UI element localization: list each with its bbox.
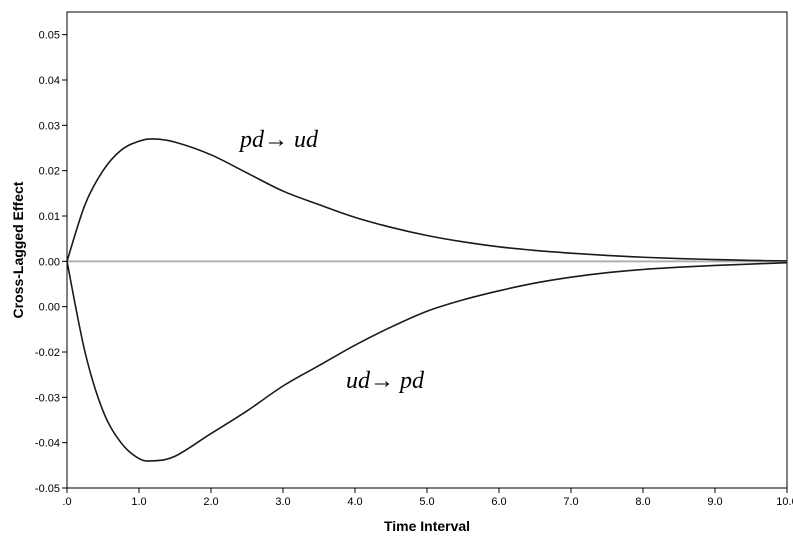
- x-tick-label: 3.0: [275, 496, 290, 508]
- x-tick-label: 10.0: [776, 496, 793, 508]
- y-tick-label: -0.03: [35, 392, 60, 404]
- y-tick-label: -0.05: [35, 483, 60, 495]
- y-tick-label: -0.04: [35, 438, 60, 450]
- series-layer: [66, 138, 788, 462]
- y-tick-label: 0.01: [39, 211, 60, 223]
- x-tick-label: 5.0: [419, 496, 434, 508]
- x-tick-label: 8.0: [635, 496, 650, 508]
- x-tick-label: 1.0: [131, 496, 146, 508]
- x-axis: .0 1.0 2.0 3.0 4.0 5.0 6.0 7.0 8.0 9.0 10.0: [62, 488, 793, 508]
- y-tick-label: 0.00: [39, 256, 60, 268]
- plot-frame: [66, 11, 788, 489]
- x-axis-title: Time Interval: [384, 518, 470, 534]
- annotation-ud-to-pd: ud→ pd: [346, 368, 425, 394]
- annotation-pd-to-ud: pd→ ud: [238, 127, 319, 153]
- x-tick-label: .0: [62, 496, 71, 508]
- y-tick-label: 0.05: [39, 30, 60, 42]
- x-tick-label: 2.0: [203, 496, 218, 508]
- y-tick-label: 0.02: [39, 166, 60, 178]
- y-tick-label: -0.02: [35, 347, 60, 359]
- x-tick-label: 7.0: [563, 496, 578, 508]
- y-tick-label: 0.00: [39, 302, 60, 314]
- x-tick-label: 4.0: [347, 496, 362, 508]
- y-tick-label: 0.03: [39, 120, 60, 132]
- x-tick-label: 6.0: [491, 496, 506, 508]
- y-axis-title: Cross-Lagged Effect: [10, 181, 26, 318]
- y-tick-label: 0.04: [39, 75, 60, 87]
- series-line-ud-to-pd: [66, 261, 788, 462]
- y-axis: 0.05 0.04 0.03 0.02 0.01 0.00 0.00 -0.02 -0.03 -0…: [35, 30, 67, 495]
- series-line-pd-to-ud: [66, 138, 788, 262]
- x-tick-label: 9.0: [707, 496, 722, 508]
